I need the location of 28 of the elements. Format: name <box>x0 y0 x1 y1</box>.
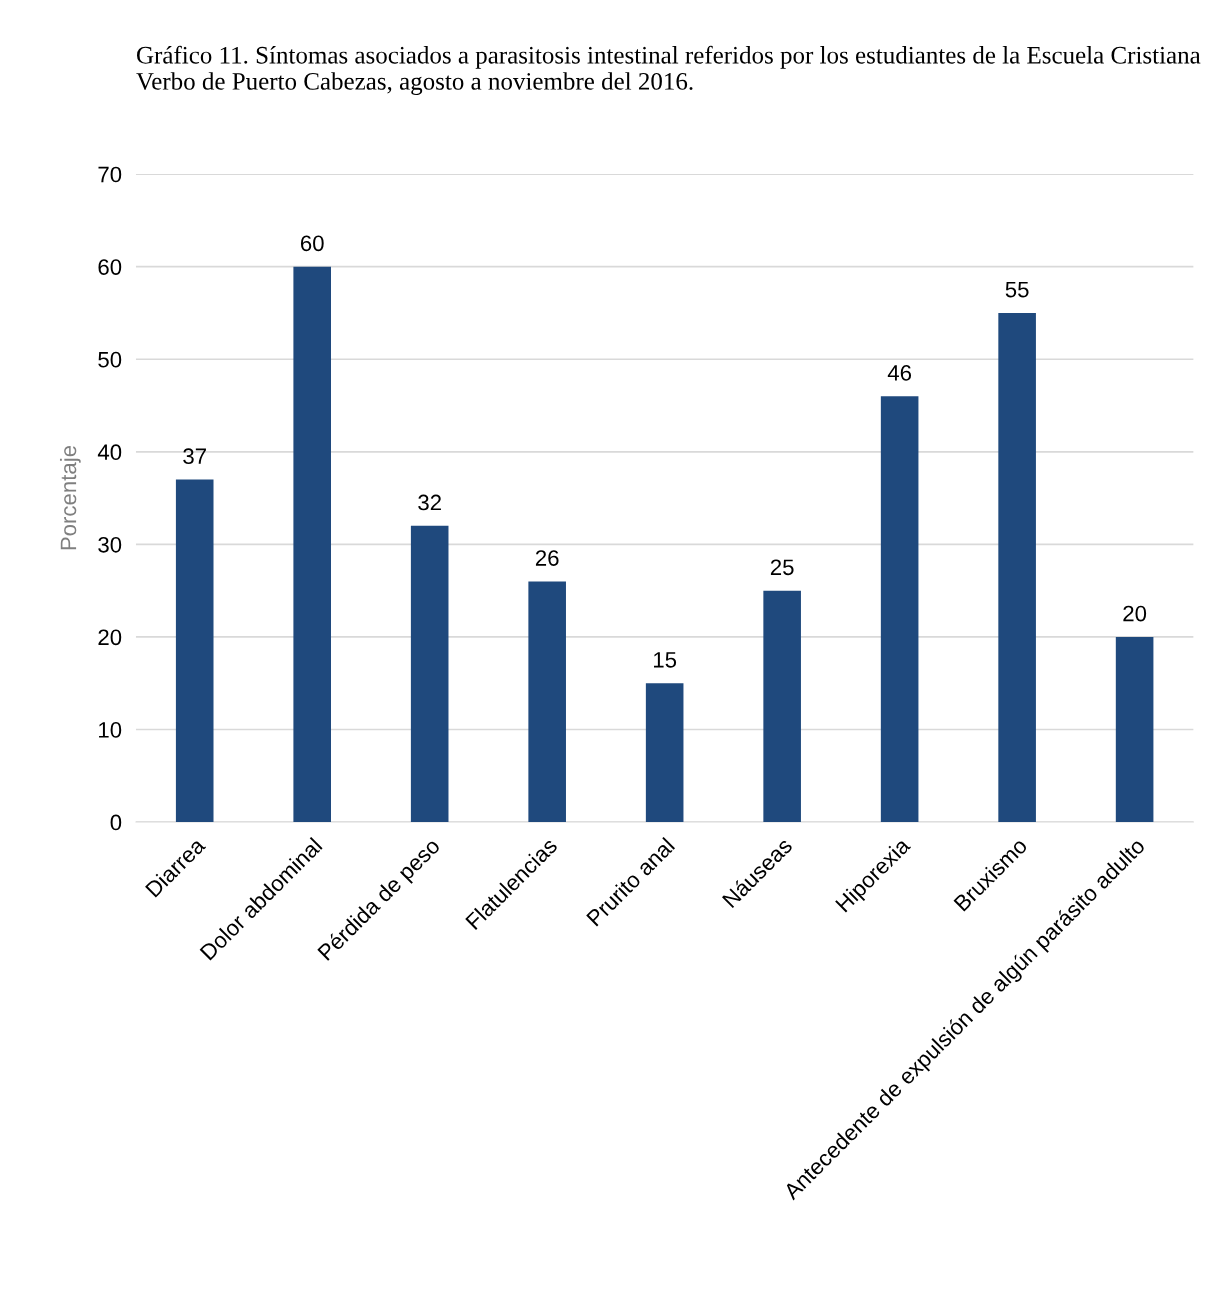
y-tick-label: 50 <box>98 351 122 368</box>
bar <box>763 590 801 823</box>
data-label: 26 <box>535 550 559 566</box>
y-tick-label: 10 <box>99 722 122 738</box>
data-label: 46 <box>887 365 912 381</box>
y-tick-label: 30 <box>98 536 122 553</box>
bar <box>880 396 919 823</box>
y-axis-title: Porcentaje <box>59 445 81 550</box>
bar <box>645 683 684 823</box>
y-tick-label: 60 <box>98 259 122 275</box>
data-label: 32 <box>418 494 441 511</box>
y-tick-label: 40 <box>97 444 122 461</box>
bar <box>528 581 566 823</box>
data-label: 15 <box>654 652 677 668</box>
bar <box>998 312 1036 823</box>
data-label: 25 <box>770 559 794 576</box>
bar <box>293 266 331 823</box>
bar <box>1115 636 1154 823</box>
y-tick-label: 20 <box>98 629 122 646</box>
chart-title: Gráfico 11. Síntomas asociados a parasitosis intestinal referidos por los estudiantes de la Escuela Cristiana Verbo de Puerto Cabezas, agosto a noviembre del 2016. <box>136 45 1201 95</box>
bar <box>175 479 214 823</box>
y-tick-label: 70 <box>98 166 122 183</box>
y-tick-label: 0 <box>110 814 122 831</box>
data-label: 55 <box>1005 281 1029 298</box>
bar <box>410 525 449 823</box>
data-label: 60 <box>300 235 324 252</box>
data-label: 37 <box>183 448 206 465</box>
data-label: 20 <box>1123 605 1147 622</box>
